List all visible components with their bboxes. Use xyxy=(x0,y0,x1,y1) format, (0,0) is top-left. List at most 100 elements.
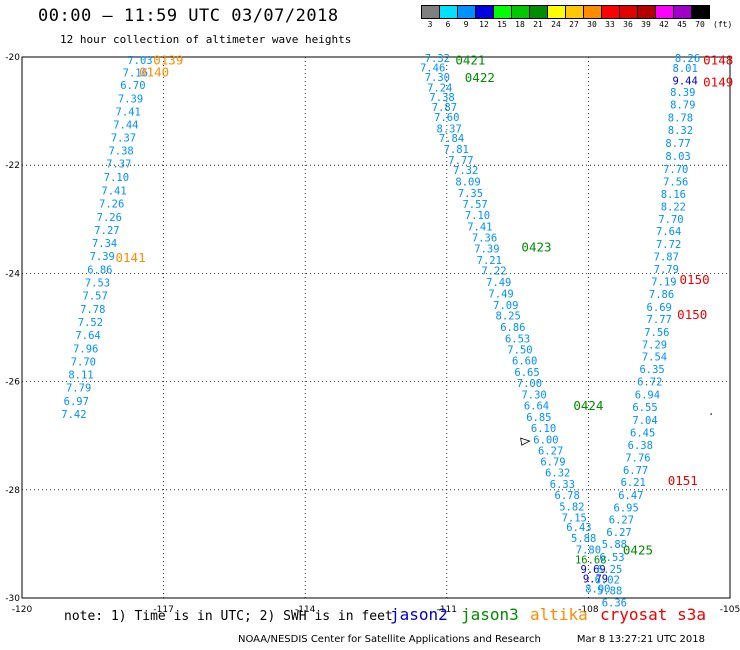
wave-height-reading: 7.30 xyxy=(425,72,450,84)
wave-height-reading: 7.41 xyxy=(467,221,492,233)
wave-height-reading: 7.44 xyxy=(113,120,138,132)
wave-height-reading: 6.27 xyxy=(538,445,563,457)
wave-height-reading: 6.47 xyxy=(618,490,643,502)
wave-height-reading: 7.42 xyxy=(61,409,86,421)
wave-height-reading: 6.95 xyxy=(614,503,639,515)
wave-height-reading: 7.36 xyxy=(472,233,497,245)
wave-height-reading: 8.22 xyxy=(661,201,686,213)
pass-number-label: 0140 xyxy=(139,65,169,80)
wave-height-reading: 7.72 xyxy=(656,239,681,251)
wave-height-reading: 7.26 xyxy=(97,212,122,224)
wave-height-reading: 7.24 xyxy=(427,82,452,94)
legend-label: 6 xyxy=(445,20,451,29)
wave-height-reading: 6.86 xyxy=(500,322,525,334)
wave-height-reading: 7.77 xyxy=(448,155,473,167)
lon-tick-label: -117 xyxy=(153,605,173,615)
wave-height-reading: 7.30 xyxy=(521,390,546,402)
wave-height-reading: 6.97 xyxy=(64,396,89,408)
pass-number-label: 0141 xyxy=(116,250,146,265)
wave-height-reading: 6.60 xyxy=(512,356,537,368)
wave-height-reading: 6.78 xyxy=(555,490,580,502)
pass-number-label: 0151 xyxy=(668,473,698,488)
pass-number-label: 0423 xyxy=(521,239,551,254)
wave-height-reading: 7.03 xyxy=(127,55,152,67)
wave-height-reading: 6.36 xyxy=(602,597,627,609)
credit-text: NOAA/NESDIS Center for Satellite Applica… xyxy=(238,634,541,645)
wave-height-reading: 7.60 xyxy=(434,112,459,124)
legend-unit: (ft) xyxy=(713,20,733,29)
wave-height-reading: 7.35 xyxy=(458,188,483,200)
wave-height-reading: 8.03 xyxy=(665,151,690,163)
wave-height-reading: 7.87 xyxy=(432,102,457,114)
legend-label: 39 xyxy=(641,20,651,29)
pass-number-label: 0149 xyxy=(703,74,733,89)
wave-height-reading: 7.26 xyxy=(99,199,124,211)
wave-height-reading: 7.52 xyxy=(78,317,103,329)
wave-height-reading: 6.25 xyxy=(597,564,622,576)
legend-label: 27 xyxy=(569,20,579,29)
wave-height-reading: 7.70 xyxy=(663,164,688,176)
map-title: 00:00 – 11:59 UTC 03/07/2018 xyxy=(38,6,339,26)
wave-height-reading: 7.56 xyxy=(644,327,669,339)
wave-height-reading: 6.33 xyxy=(550,479,575,491)
wave-height-reading: 7.41 xyxy=(116,107,141,119)
wave-height-reading: 7.10 xyxy=(465,210,490,222)
wave-height-reading: 7.49 xyxy=(488,288,513,300)
wave-height-reading: 7.76 xyxy=(625,452,650,464)
lat-tick-label: -30 xyxy=(5,594,20,604)
wave-height-reading: 8.01 xyxy=(673,63,698,75)
wave-height-reading: 6.00 xyxy=(533,434,558,446)
island-dot-icon xyxy=(710,413,712,415)
wave-height-reading: 7.87 xyxy=(654,252,679,264)
wave-height-reading: 6.43 xyxy=(566,522,591,534)
legend-label: 30 xyxy=(587,20,597,29)
map-subtitle: 12 hour collection of altimeter wave hei… xyxy=(60,33,352,46)
lat-tick-label: -24 xyxy=(5,269,20,279)
mission-jason2-label: jason2 xyxy=(390,605,448,624)
wave-height-reading: 7.80 xyxy=(576,544,601,556)
wave-height-reading: 8.09 xyxy=(455,176,480,188)
wave-height-reading: 7.00 xyxy=(517,378,542,390)
wave-height-reading: 7.39 xyxy=(474,244,499,256)
lat-tick-label: -20 xyxy=(5,53,20,63)
wave-height-reading: 6.70 xyxy=(120,80,145,92)
legend-label: 33 xyxy=(605,20,615,29)
lon-tick-label: -108 xyxy=(578,605,599,615)
wave-height-reading: 6.32 xyxy=(545,467,570,479)
wave-height-reading: 6.10 xyxy=(531,423,556,435)
wave-height-reading: 6.64 xyxy=(524,400,549,412)
legend-label: 45 xyxy=(677,20,687,29)
wave-height-reading: 8.25 xyxy=(496,311,521,323)
wave-height-reading: 7.50 xyxy=(507,345,532,357)
pass-number-label: 0150 xyxy=(680,272,710,287)
wave-height-reading: 8.26 xyxy=(675,53,700,65)
mission-jason3-label: jason3 xyxy=(461,605,519,624)
pass-number-label: 0425 xyxy=(623,542,653,557)
wave-height-reading: 6.72 xyxy=(637,377,662,389)
wave-height-reading: 7.64 xyxy=(75,330,100,342)
footer-note: note: 1) Time is in UTC; 2) SWH is in fe… xyxy=(64,609,393,624)
wave-height-reading: 7.34 xyxy=(92,238,117,250)
wave-height-reading: 7.53 xyxy=(85,278,110,290)
pass-number-label: 0139 xyxy=(153,53,183,68)
wave-height-reading: 7.70 xyxy=(71,357,96,369)
wave-height-reading: 7.79 xyxy=(66,383,91,395)
wave-height-reading: 7.19 xyxy=(651,277,676,289)
wave-height-reading: 7.21 xyxy=(477,255,502,267)
legend-label: 70 xyxy=(695,20,705,29)
wave-height-reading: 7.37 xyxy=(106,159,131,171)
wave-height-reading: 5.88 xyxy=(597,585,622,597)
wave-height-reading: 16.68 xyxy=(575,555,607,567)
lon-tick-label: -111 xyxy=(437,605,457,615)
legend-label: 21 xyxy=(533,20,543,29)
wave-height-reading: 7.54 xyxy=(642,352,667,364)
wave-height-reading: 6.35 xyxy=(639,364,664,376)
wave-height-reading: 6.45 xyxy=(630,427,655,439)
lat-tick-label: -26 xyxy=(5,378,20,388)
wave-height-reading: 7.86 xyxy=(649,289,674,301)
wave-height-reading: 7.16 xyxy=(123,68,148,80)
legend-swatch xyxy=(691,5,710,19)
wave-height-reading: 7.38 xyxy=(108,146,133,158)
wave-height-reading: 7.27 xyxy=(94,225,119,237)
wave-height-reading: 7.70 xyxy=(658,214,683,226)
